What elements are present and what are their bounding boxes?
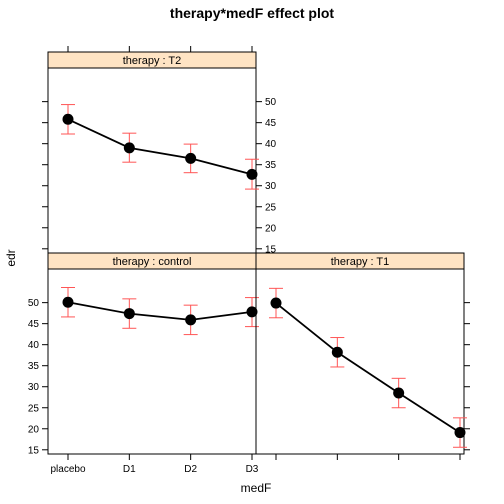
data-point-T1-D1	[331, 346, 343, 358]
data-point-control-D3	[246, 306, 258, 318]
panel-strip-label-T1: therapy : T1	[331, 256, 390, 268]
data-point-T2-D2	[185, 152, 197, 164]
data-point-T1-placebo	[270, 297, 282, 309]
y-tick-label-left-15: 15	[28, 445, 40, 456]
y-tick-label-left-50: 50	[28, 298, 40, 309]
y-tick-label-right-35: 35	[265, 160, 277, 171]
panel-strip-label-T2: therapy : T2	[123, 55, 182, 67]
x-tick-label-D3: D3	[246, 464, 259, 475]
data-point-T2-D3	[246, 168, 258, 180]
y-tick-label-right-20: 20	[265, 223, 277, 234]
data-point-T2-placebo	[62, 113, 74, 125]
panel-frame-control	[47, 252, 257, 455]
y-tick-label-right-30: 30	[265, 181, 277, 192]
y-tick-label-left-20: 20	[28, 424, 40, 435]
y-tick-label-right-45: 45	[265, 118, 277, 129]
panel-frame-T1	[255, 252, 465, 455]
series-line-T2	[67, 118, 253, 176]
x-axis-label: medF	[241, 481, 272, 495]
data-point-T1-D3	[454, 427, 466, 439]
axes-group: 15 20 25 30 35 40 45 50 15 20 25 30 35 40 45 50 placebo D…	[28, 46, 470, 475]
x-tick-label-D1: D1	[123, 464, 136, 475]
series-line-T1	[275, 302, 461, 434]
y-tick-label-right-40: 40	[265, 139, 277, 150]
y-tick-label-left-45: 45	[28, 319, 40, 330]
data-point-control-placebo	[62, 296, 74, 308]
data-point-control-D2	[185, 314, 197, 326]
y-tick-label-left-35: 35	[28, 361, 40, 372]
data-point-control-D1	[123, 308, 135, 320]
y-axis-label: edr	[4, 249, 18, 266]
panel-strip-label-control: therapy : control	[113, 256, 192, 268]
x-tick-label-placebo: placebo	[50, 464, 85, 475]
data-point-T2-D1	[123, 142, 135, 154]
y-tick-label-left-25: 25	[28, 403, 40, 414]
y-tick-label-right-50: 50	[265, 97, 277, 108]
y-tick-label-left-30: 30	[28, 382, 40, 393]
chart-title: therapy*medF effect plot	[170, 5, 334, 21]
x-tick-label-D2: D2	[184, 464, 197, 475]
series-line-control	[67, 301, 253, 321]
y-tick-label-right-25: 25	[265, 202, 277, 213]
panels-group: therapy : T2 therapy : control therapy : T…	[47, 51, 467, 455]
y-tick-label-left-40: 40	[28, 340, 40, 351]
data-point-T1-D2	[393, 387, 405, 399]
y-tick-label-right-15: 15	[265, 244, 277, 255]
